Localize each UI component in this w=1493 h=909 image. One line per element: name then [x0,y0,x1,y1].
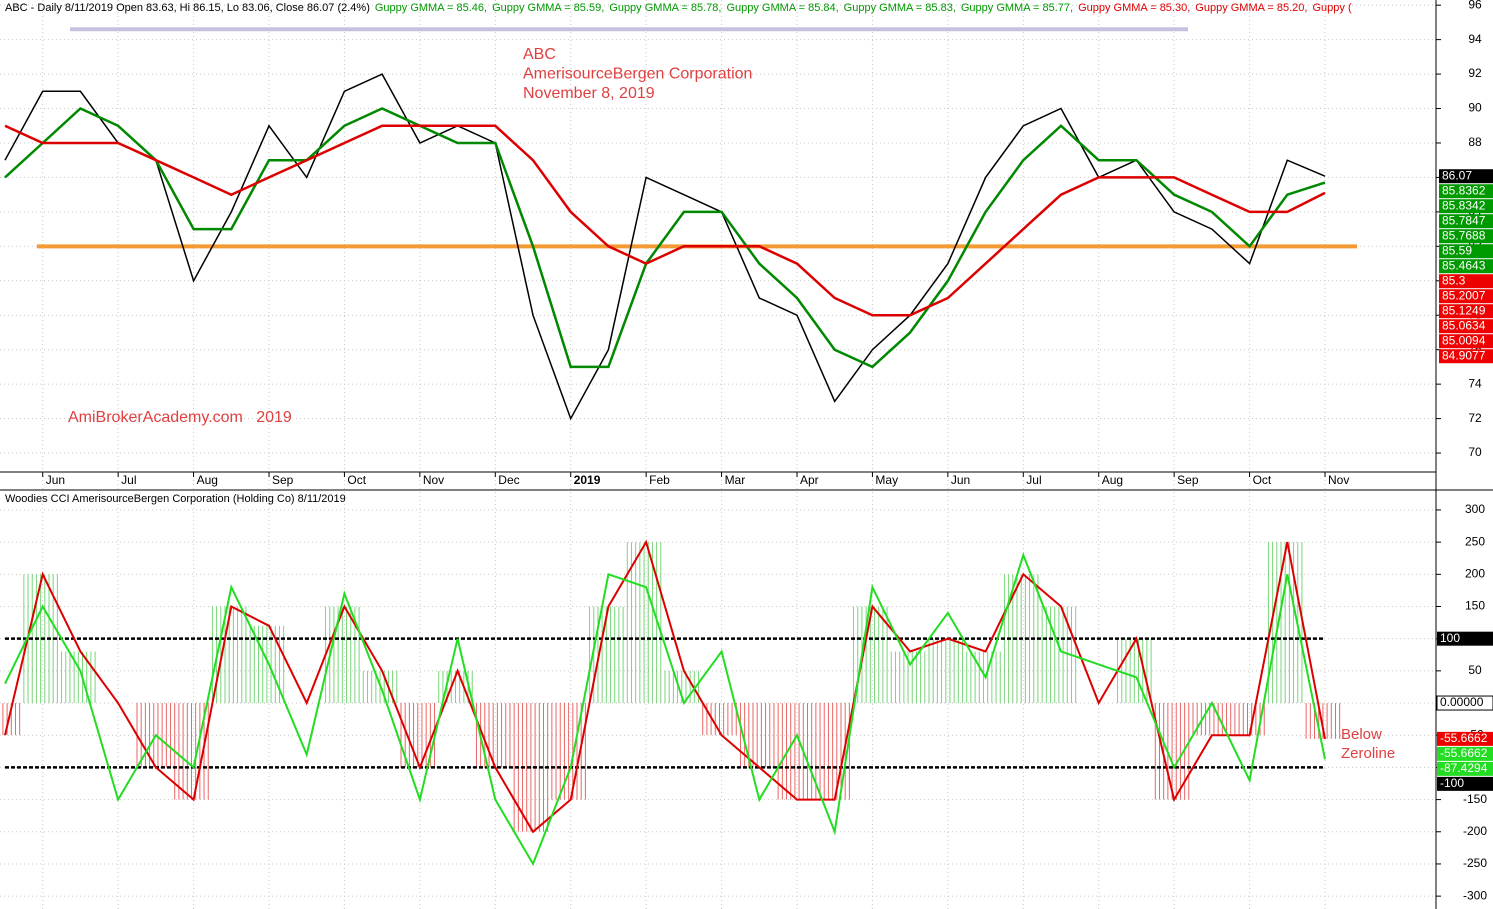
y-tick-label: 92 [1468,66,1482,80]
value-tag [1439,244,1493,259]
value-tag [1439,349,1493,364]
value-tag [1437,631,1493,646]
pane-title: Woodies CCI AmerisourceBergen Corporatio… [5,493,346,505]
indicator-label: Guppy GMMA = 85.30, [1078,2,1190,14]
value-tag-label: 85.4643 [1442,258,1486,272]
value-tag-label: 85.8342 [1442,198,1486,212]
x-tick-label: Sep [1177,473,1199,487]
value-tag-label: -55.6662 [1440,731,1488,745]
gmma-line [4,124,1326,317]
annotation: Zeroline [1341,745,1395,762]
y-tick-label: 94 [1468,32,1482,46]
x-tick-label: Feb [649,473,670,487]
y-tick-label: -300 [1463,888,1487,902]
indicator-label: Guppy GMMA = 85.84, [726,2,838,14]
x-tick-label: Mar [725,473,746,487]
x-tick-label: Aug [197,473,218,487]
value-tag-label: 85.3 [1442,273,1466,287]
y-tick-label: 90 [1468,101,1482,115]
x-tick-label: Jun [951,473,970,487]
value-tag-label: 100 [1440,631,1460,645]
indicator-label: Guppy GMMA = 85.20, [1195,2,1307,14]
x-tick-label: Apr [800,473,819,487]
value-tag-label: 84.9077 [1442,348,1486,362]
y-tick-label: 96 [1468,0,1482,11]
value-tag [1439,304,1493,319]
x-tick-label: 2019 [574,473,601,487]
indicator-label: Guppy ( [1312,2,1351,14]
value-tag [1439,184,1493,199]
y-tick-label: 70 [1468,445,1482,459]
annotation: November 8, 2019 [523,85,655,102]
value-tag-label: -55.6662 [1440,746,1488,760]
value-tag [1439,334,1493,349]
value-tag [1439,169,1493,184]
value-tag-label: 86.07 [1442,168,1472,182]
indicator-label: Guppy GMMA = 85.78, [609,2,721,14]
value-tag [1437,761,1493,776]
indicator-label: Guppy GMMA = 85.46, [375,2,487,14]
value-tag-label: 85.8362 [1442,183,1486,197]
value-tag-label: 85.1249 [1442,303,1486,317]
x-tick-label: Sep [272,473,294,487]
annotation: Below [1341,726,1382,743]
value-tag [1439,289,1493,304]
x-tick-label: Oct [1253,473,1272,487]
x-tick-label: Jul [1026,473,1041,487]
cci-line [4,551,1326,867]
x-tick-label: Nov [423,473,444,487]
value-tag-label: 85.7688 [1442,228,1486,242]
x-tick-label: Jul [121,473,136,487]
value-tag [1436,695,1493,711]
value-tag [1437,731,1493,746]
annotation: ABC [523,46,556,63]
value-tag-label: -100 [1440,776,1464,790]
x-tick-label: Jun [46,473,65,487]
y-tick-label: -200 [1463,824,1487,838]
watermark: AmiBrokerAcademy.com 2019 [68,409,292,426]
indicator-label: Guppy GMMA = 85.83, [844,2,956,14]
value-tag [1437,746,1493,761]
x-tick-label: Nov [1328,473,1349,487]
chart-title: ABC - Daily 8/11/2019 Open 83.63, Hi 86.… [5,2,370,14]
y-tick-label: 74 [1468,376,1482,390]
y-tick-label: 200 [1465,566,1485,580]
value-tag-label: 85.2007 [1442,288,1486,302]
value-tag-label: 85.0634 [1442,318,1486,332]
value-tag [1437,776,1493,791]
indicator-label: Guppy GMMA = 85.59, [492,2,604,14]
y-tick-label: 88 [1468,135,1482,149]
value-tag [1439,229,1493,244]
value-tag-label: 0.00000 [1440,695,1484,709]
value-tag-label: 85.59 [1442,243,1472,257]
y-tick-label: -150 [1463,792,1487,806]
x-tick-label: Dec [498,473,519,487]
value-tag [1439,319,1493,334]
x-tick-label: Aug [1102,473,1123,487]
value-tag [1439,259,1493,274]
annotation: AmerisourceBergen Corporation [523,66,752,83]
y-tick-label: 150 [1465,599,1485,613]
value-tag [1439,199,1493,214]
y-tick-label: 72 [1468,411,1482,425]
y-tick-label: 300 [1465,502,1485,516]
cci-line [4,539,1326,834]
value-tag-label: -87.4294 [1440,761,1488,775]
value-tag-label: 85.0094 [1442,333,1486,347]
x-tick-label: May [875,473,898,487]
x-tick-label: Oct [347,473,366,487]
indicator-label: Guppy GMMA = 85.77, [961,2,1073,14]
y-tick-label: 250 [1465,534,1485,548]
value-tag [1439,214,1493,229]
value-tag-label: 85.7847 [1442,213,1486,227]
y-tick-label: 50 [1468,663,1482,677]
y-tick-label: -250 [1463,856,1487,870]
value-tag [1439,274,1493,289]
price-line [4,73,1326,421]
gmma-line [4,107,1326,369]
